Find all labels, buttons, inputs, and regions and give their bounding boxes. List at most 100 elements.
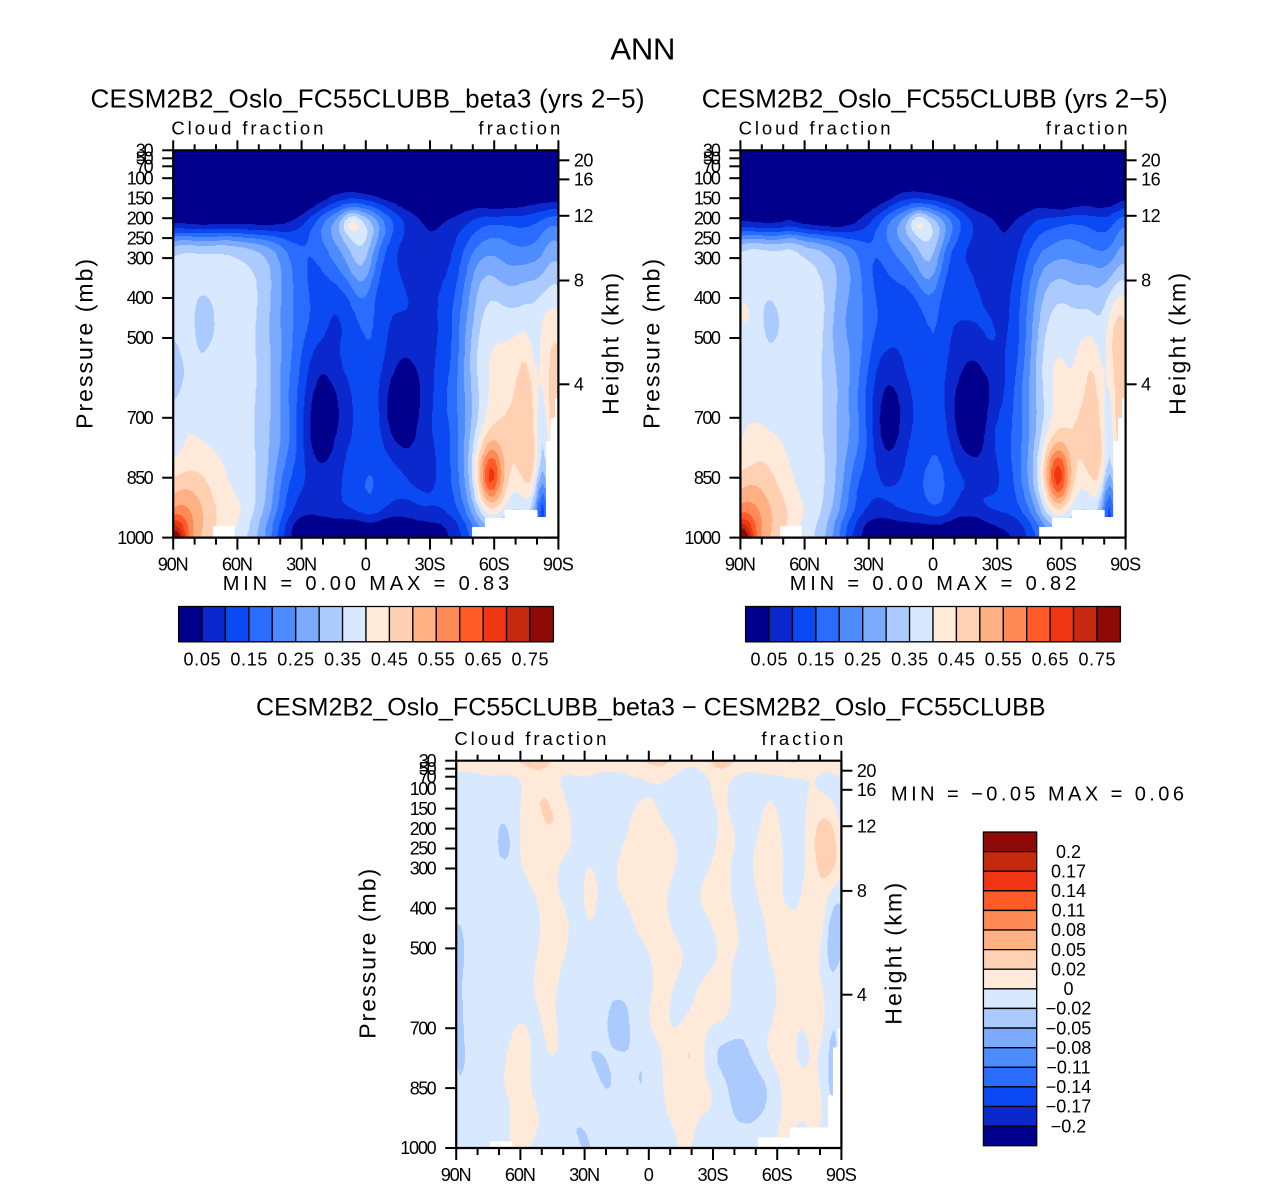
svg-text:0.05: 0.05 <box>751 649 788 669</box>
svg-text:0: 0 <box>1063 979 1073 999</box>
svg-text:16: 16 <box>574 170 594 190</box>
svg-text:20: 20 <box>1141 151 1161 171</box>
svg-text:MIN = 0.00 MAX = 0.83: MIN = 0.00 MAX = 0.83 <box>223 573 509 595</box>
svg-text:30: 30 <box>419 751 437 771</box>
svg-text:500: 500 <box>694 328 721 348</box>
svg-text:0.65: 0.65 <box>1032 649 1069 669</box>
svg-text:70: 70 <box>419 767 437 787</box>
svg-text:0.05: 0.05 <box>184 649 221 669</box>
svg-text:850: 850 <box>694 468 721 488</box>
svg-text:30: 30 <box>703 141 721 161</box>
svg-text:0.11: 0.11 <box>1052 901 1086 921</box>
svg-text:0.55: 0.55 <box>418 649 455 669</box>
svg-text:CESM2B2_Oslo_FC55CLUBB (yrs 2−: CESM2B2_Oslo_FC55CLUBB (yrs 2−5) <box>702 84 1168 114</box>
svg-text:250: 250 <box>694 228 721 248</box>
svg-text:30S: 30S <box>698 1165 729 1185</box>
svg-text:0.17: 0.17 <box>1051 861 1086 881</box>
svg-text:30N: 30N <box>286 554 317 574</box>
svg-text:700: 700 <box>127 408 154 428</box>
svg-text:500: 500 <box>127 328 154 348</box>
svg-text:16: 16 <box>857 780 877 800</box>
svg-text:MIN = −0.05 MAX = 0.06: MIN = −0.05 MAX = 0.06 <box>891 784 1184 806</box>
svg-text:Cloud fraction: Cloud fraction <box>739 118 891 139</box>
svg-text:60N: 60N <box>222 554 253 574</box>
svg-text:0.45: 0.45 <box>938 649 975 669</box>
svg-text:−0.11: −0.11 <box>1046 1058 1090 1078</box>
svg-text:0.15: 0.15 <box>230 649 267 669</box>
svg-text:200: 200 <box>127 208 154 228</box>
svg-text:150: 150 <box>694 188 721 208</box>
svg-text:0.15: 0.15 <box>797 649 834 669</box>
svg-text:−0.02: −0.02 <box>1046 999 1092 1019</box>
svg-text:90N: 90N <box>725 554 756 574</box>
svg-text:90N: 90N <box>441 1165 472 1185</box>
svg-text:0.55: 0.55 <box>985 649 1022 669</box>
svg-text:150: 150 <box>127 188 154 208</box>
svg-text:Pressure (mb): Pressure (mb) <box>639 259 665 429</box>
svg-text:Cloud fraction: Cloud fraction <box>171 118 323 139</box>
svg-text:250: 250 <box>127 228 154 248</box>
svg-text:1000: 1000 <box>684 528 721 548</box>
svg-text:12: 12 <box>1141 206 1161 226</box>
svg-text:70: 70 <box>703 157 721 177</box>
svg-text:fraction: fraction <box>762 728 844 749</box>
svg-text:30: 30 <box>136 141 154 161</box>
svg-text:0.08: 0.08 <box>1051 920 1086 940</box>
svg-text:400: 400 <box>694 288 721 308</box>
svg-text:90N: 90N <box>158 554 189 574</box>
svg-text:0.35: 0.35 <box>891 649 928 669</box>
svg-text:20: 20 <box>857 761 877 781</box>
svg-text:0.14: 0.14 <box>1051 881 1086 901</box>
svg-text:90S: 90S <box>1110 554 1141 574</box>
svg-text:MIN = 0.00 MAX = 0.82: MIN = 0.00 MAX = 0.82 <box>790 573 1076 595</box>
svg-text:ANN: ANN <box>610 31 675 66</box>
svg-text:8: 8 <box>574 271 584 291</box>
svg-text:4: 4 <box>1141 375 1151 395</box>
svg-text:0.45: 0.45 <box>371 649 408 669</box>
svg-text:12: 12 <box>574 206 594 226</box>
svg-text:0.75: 0.75 <box>1079 649 1116 669</box>
svg-text:20: 20 <box>574 151 594 171</box>
svg-text:16: 16 <box>1141 170 1161 190</box>
svg-text:50: 50 <box>703 149 721 169</box>
svg-text:30S: 30S <box>982 554 1013 574</box>
svg-text:Height (km): Height (km) <box>1165 273 1191 415</box>
svg-text:Pressure (mb): Pressure (mb) <box>354 869 380 1039</box>
svg-text:100: 100 <box>127 168 154 188</box>
svg-text:400: 400 <box>127 288 154 308</box>
svg-text:300: 300 <box>410 859 437 879</box>
svg-text:8: 8 <box>1141 271 1151 291</box>
svg-text:300: 300 <box>694 248 721 268</box>
svg-text:4: 4 <box>574 375 584 395</box>
svg-text:70: 70 <box>136 157 154 177</box>
svg-text:30N: 30N <box>853 554 884 574</box>
svg-text:0.75: 0.75 <box>512 649 549 669</box>
svg-text:−0.17: −0.17 <box>1046 1097 1092 1117</box>
svg-text:60S: 60S <box>479 554 510 574</box>
svg-text:50: 50 <box>136 149 154 169</box>
svg-text:fraction: fraction <box>1046 118 1128 139</box>
svg-text:100: 100 <box>694 168 721 188</box>
svg-text:200: 200 <box>410 819 437 839</box>
svg-text:200: 200 <box>694 208 721 228</box>
svg-text:1000: 1000 <box>117 528 154 548</box>
svg-text:50: 50 <box>419 759 437 779</box>
svg-text:−0.08: −0.08 <box>1046 1038 1092 1058</box>
svg-text:850: 850 <box>410 1078 437 1098</box>
svg-text:250: 250 <box>410 839 437 859</box>
svg-text:100: 100 <box>410 779 437 799</box>
svg-text:300: 300 <box>127 248 154 268</box>
svg-text:CESM2B2_Oslo_FC55CLUBB_beta3 (: CESM2B2_Oslo_FC55CLUBB_beta3 (yrs 2−5) <box>91 84 645 114</box>
svg-text:8: 8 <box>857 881 867 901</box>
svg-text:0.65: 0.65 <box>465 649 502 669</box>
svg-text:Pressure (mb): Pressure (mb) <box>71 259 97 429</box>
svg-text:fraction: fraction <box>479 118 561 139</box>
svg-text:60N: 60N <box>505 1165 536 1185</box>
svg-text:90S: 90S <box>826 1165 857 1185</box>
svg-text:60S: 60S <box>762 1165 793 1185</box>
svg-text:60S: 60S <box>1046 554 1077 574</box>
svg-text:0: 0 <box>361 554 371 574</box>
svg-text:90S: 90S <box>543 554 574 574</box>
svg-text:−0.2: −0.2 <box>1051 1116 1087 1136</box>
svg-text:Height (km): Height (km) <box>597 273 623 415</box>
